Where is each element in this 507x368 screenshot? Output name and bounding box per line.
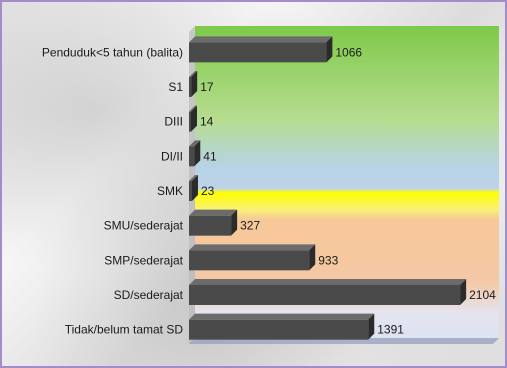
bar-side (460, 279, 467, 305)
value-label: 1391 (377, 323, 404, 337)
value-label: 327 (240, 219, 260, 233)
value-label: 1066 (335, 45, 362, 59)
bars-group (189, 36, 467, 340)
bar (189, 175, 198, 201)
value-label: 14 (200, 115, 214, 129)
bar-top (189, 36, 333, 43)
category-label: DI/II (161, 149, 183, 163)
bar-front (189, 319, 369, 340)
value-label: 41 (203, 149, 217, 163)
bar-top (189, 313, 375, 320)
bar (189, 209, 238, 236)
category-labels: Penduduk<5 tahun (balita) S1 DIII DI/II SMK S… (42, 45, 184, 336)
bar-side (191, 71, 198, 97)
value-label: 2104 (469, 288, 496, 302)
bar-side (368, 313, 375, 340)
bar (189, 105, 197, 132)
bar-top (189, 279, 467, 285)
value-labels: 1066 17 14 41 23 327 933 2104 1391 (200, 45, 496, 336)
bar-top (189, 209, 238, 216)
bar-side (191, 175, 198, 201)
category-label: SD/sederajat (114, 288, 184, 302)
value-label: 933 (318, 253, 338, 267)
bar (189, 244, 316, 271)
bar-front (189, 146, 195, 167)
category-label: SMK (157, 184, 183, 198)
bar (189, 36, 333, 63)
bar (189, 313, 375, 340)
category-label: Penduduk<5 tahun (balita) (42, 45, 183, 59)
category-label: Tidak/belum tamat SD (65, 323, 184, 337)
bar (189, 279, 467, 305)
category-label: SMP/sederajat (104, 253, 183, 267)
bar-side (194, 140, 201, 167)
bar-front (189, 285, 461, 305)
bar-side (191, 105, 197, 132)
bar-front (189, 77, 192, 97)
bar-top (189, 175, 198, 181)
category-label: SMU/sederajat (104, 219, 184, 233)
bar-top (189, 244, 316, 251)
bar-front (189, 111, 191, 132)
bar-top (189, 140, 201, 147)
bar-front (189, 42, 327, 63)
bar-side (231, 209, 238, 236)
value-label: 17 (200, 80, 214, 94)
category-label: DIII (164, 115, 183, 129)
bar-side (326, 36, 333, 63)
bar-front (189, 215, 232, 236)
bar-top (189, 105, 197, 112)
bar-top (189, 71, 198, 77)
bar-front (189, 250, 310, 271)
bar-front (189, 181, 192, 201)
bar-side (309, 244, 316, 271)
bar (189, 71, 198, 97)
category-label: S1 (168, 80, 183, 94)
value-label: 23 (201, 184, 215, 198)
bar (189, 140, 201, 167)
